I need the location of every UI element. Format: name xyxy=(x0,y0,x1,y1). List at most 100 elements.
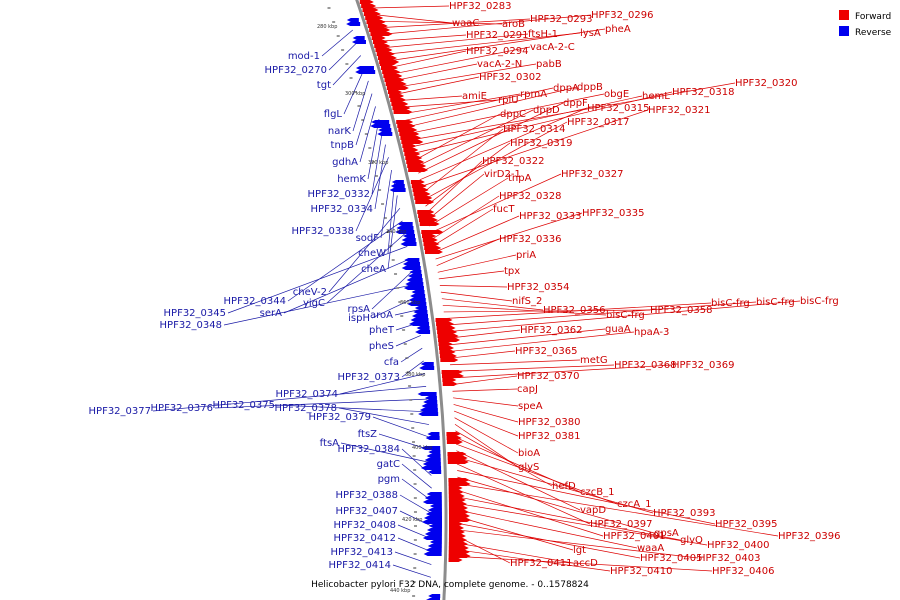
forward-feature xyxy=(361,4,377,8)
forward-label-line xyxy=(394,63,478,82)
forward-gene-label: HPF32_0320 xyxy=(735,78,797,89)
forward-feature xyxy=(389,94,405,98)
reverse-label-line xyxy=(338,407,430,425)
forward-feature xyxy=(437,330,458,334)
forward-gene-label: HPF32_0406 xyxy=(712,566,774,577)
forward-label-line xyxy=(447,329,521,339)
forward-feature xyxy=(441,374,464,378)
forward-gene-label: HPF32_0362 xyxy=(520,325,582,336)
forward-label-line xyxy=(439,285,508,288)
genome-backbone xyxy=(355,0,448,600)
reverse-gene-label: HPF32_0378 xyxy=(275,403,337,414)
forward-gene-label: tpx xyxy=(504,266,520,277)
forward-label-line xyxy=(457,483,779,537)
forward-gene-label: HPF32_0291 xyxy=(466,30,528,41)
reverse-feature xyxy=(422,500,442,504)
reverse-feature xyxy=(425,512,442,516)
reverse-label-line xyxy=(340,442,431,464)
forward-feature xyxy=(369,28,391,32)
forward-gene-label: HPF32_0405 xyxy=(640,553,702,564)
reverse-label-line xyxy=(401,360,424,378)
forward-gene-label: czcB_1 xyxy=(580,487,614,498)
reverse-feature xyxy=(410,318,429,322)
forward-gene-label: HPF32_0381 xyxy=(518,431,580,442)
forward-feature xyxy=(446,432,461,436)
forward-gene-label: tnpA xyxy=(508,173,532,184)
reverse-label-line xyxy=(328,207,401,293)
forward-feature xyxy=(423,242,440,246)
reverse-feature xyxy=(415,330,431,334)
forward-feature xyxy=(440,358,459,362)
reverse-label-line xyxy=(352,80,369,132)
reverse-gene-label: HPF32_0334 xyxy=(311,204,373,215)
reverse-feature xyxy=(395,230,415,234)
forward-gene-label: lgt xyxy=(573,545,586,556)
forward-feature xyxy=(447,456,468,460)
forward-label-line xyxy=(418,102,564,174)
forward-feature xyxy=(448,490,464,494)
forward-feature xyxy=(376,52,395,56)
forward-gene-label: bisC-frg xyxy=(800,296,839,307)
reverse-feature xyxy=(417,392,437,396)
reverse-feature xyxy=(423,552,442,556)
forward-gene-label: glyS xyxy=(518,462,539,473)
reverse-label-line xyxy=(339,373,426,395)
forward-gene-label: czcA_1 xyxy=(617,499,651,510)
reverse-label-line xyxy=(401,448,432,476)
reverse-gene-label: HPF32_0412 xyxy=(334,533,396,544)
reverse-label-line xyxy=(152,386,427,412)
reverse-feature xyxy=(414,306,427,310)
reverse-feature xyxy=(405,282,424,286)
forward-feature xyxy=(414,196,433,200)
reverse-gene-label: HPF32_0388 xyxy=(336,490,398,501)
reverse-feature xyxy=(396,226,414,230)
forward-gene-label: lysA xyxy=(580,28,601,39)
reverse-feature xyxy=(401,238,416,242)
reverse-feature xyxy=(390,184,405,188)
forward-label-line xyxy=(453,410,519,437)
forward-label-line xyxy=(430,173,562,233)
reverse-feature xyxy=(391,180,404,184)
reverse-label-line xyxy=(371,131,383,195)
forward-feature xyxy=(366,20,386,24)
reverse-feature xyxy=(428,524,442,528)
forward-gene-label: metG xyxy=(580,355,608,366)
forward-feature xyxy=(411,184,427,188)
reverse-feature xyxy=(422,462,441,466)
tick-label: 440 kbp xyxy=(390,588,410,594)
legend-forward-swatch xyxy=(839,10,849,20)
tick-label: 340 kbp xyxy=(386,229,406,235)
reverse-label-line xyxy=(343,68,365,115)
forward-gene-label: rplU xyxy=(498,95,519,106)
forward-gene-label: vacA-2-N xyxy=(477,59,522,70)
forward-gene-label: pabB xyxy=(536,59,562,70)
forward-feature xyxy=(438,338,461,342)
reverse-gene-label: ftsA xyxy=(320,438,339,449)
forward-gene-label: HPF32_0400 xyxy=(707,540,769,551)
reverse-feature xyxy=(424,532,442,536)
reverse-feature xyxy=(425,548,442,552)
forward-feature xyxy=(441,370,463,374)
forward-feature xyxy=(418,214,437,218)
forward-feature xyxy=(446,440,463,444)
reverse-feature xyxy=(410,294,426,298)
reverse-feature xyxy=(416,326,430,330)
forward-gene-label: vacA-2-C xyxy=(530,42,575,53)
forward-label-line xyxy=(399,95,463,101)
reverse-label-line xyxy=(399,494,433,514)
forward-gene-label: rpmA xyxy=(520,89,547,100)
forward-feature xyxy=(437,334,459,338)
forward-feature xyxy=(439,346,455,350)
forward-gene-label: HPF32_0336 xyxy=(499,234,561,245)
reverse-feature xyxy=(370,124,391,128)
forward-gene-label: HPF32_0411 xyxy=(510,558,572,569)
reverse-label-line xyxy=(367,119,380,180)
reverse-feature xyxy=(428,594,441,598)
forward-feature xyxy=(418,218,438,222)
forward-label-line xyxy=(422,128,504,194)
forward-feature xyxy=(401,140,424,144)
forward-feature xyxy=(448,558,463,562)
forward-gene-label: HPF32_0396 xyxy=(778,531,840,542)
reverse-gene-label: HPF32_0414 xyxy=(329,560,391,571)
reverse-feature xyxy=(427,544,442,548)
